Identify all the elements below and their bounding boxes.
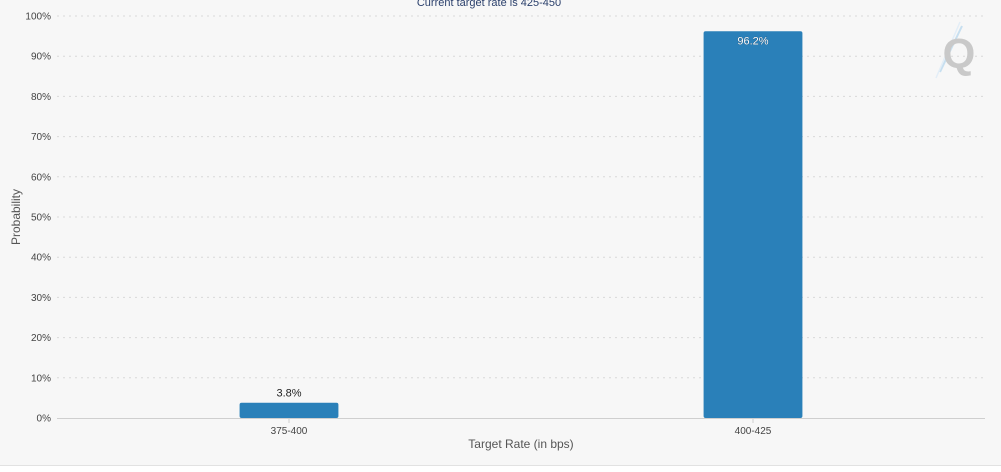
- data-label: 3.8%: [276, 388, 301, 400]
- y-tick-label: 60%: [31, 172, 51, 183]
- chart-subtitle: Current target rate is 425-450: [417, 0, 561, 9]
- y-tick-label: 10%: [31, 373, 51, 384]
- y-axis-ticks: 0% 10% 20% 30% 40% 50% 60% 70% 80% 90% 100%: [25, 12, 51, 425]
- y-tick-label: 90%: [31, 52, 51, 63]
- y-tick-label: 20%: [31, 333, 51, 344]
- y-tick-label: 30%: [31, 293, 51, 304]
- y-tick-label: 80%: [31, 92, 51, 103]
- y-tick-label: 70%: [31, 132, 51, 143]
- bars: 3.8% 96.2%: [239, 31, 803, 418]
- bottom-strip: [0, 465, 1001, 472]
- x-axis-ticks: 375-400 400-425: [271, 418, 772, 437]
- gridlines: [57, 15, 985, 379]
- y-tick-label: 40%: [31, 253, 51, 264]
- y-tick-label: 0%: [37, 414, 52, 425]
- quikstrike-logo-icon: Q: [935, 21, 976, 79]
- y-tick-label: 50%: [31, 213, 51, 224]
- y-axis-title: Probability: [9, 189, 23, 245]
- x-axis-title: Target Rate (in bps): [468, 437, 573, 451]
- y-tick-label: 100%: [25, 12, 51, 23]
- x-tick-label: 375-400: [271, 426, 308, 437]
- bar: [703, 31, 803, 418]
- x-tick-label: 400-425: [735, 426, 772, 437]
- bar: [239, 402, 339, 418]
- watermark-letter: Q: [943, 30, 976, 77]
- data-label: 96.2%: [737, 35, 768, 47]
